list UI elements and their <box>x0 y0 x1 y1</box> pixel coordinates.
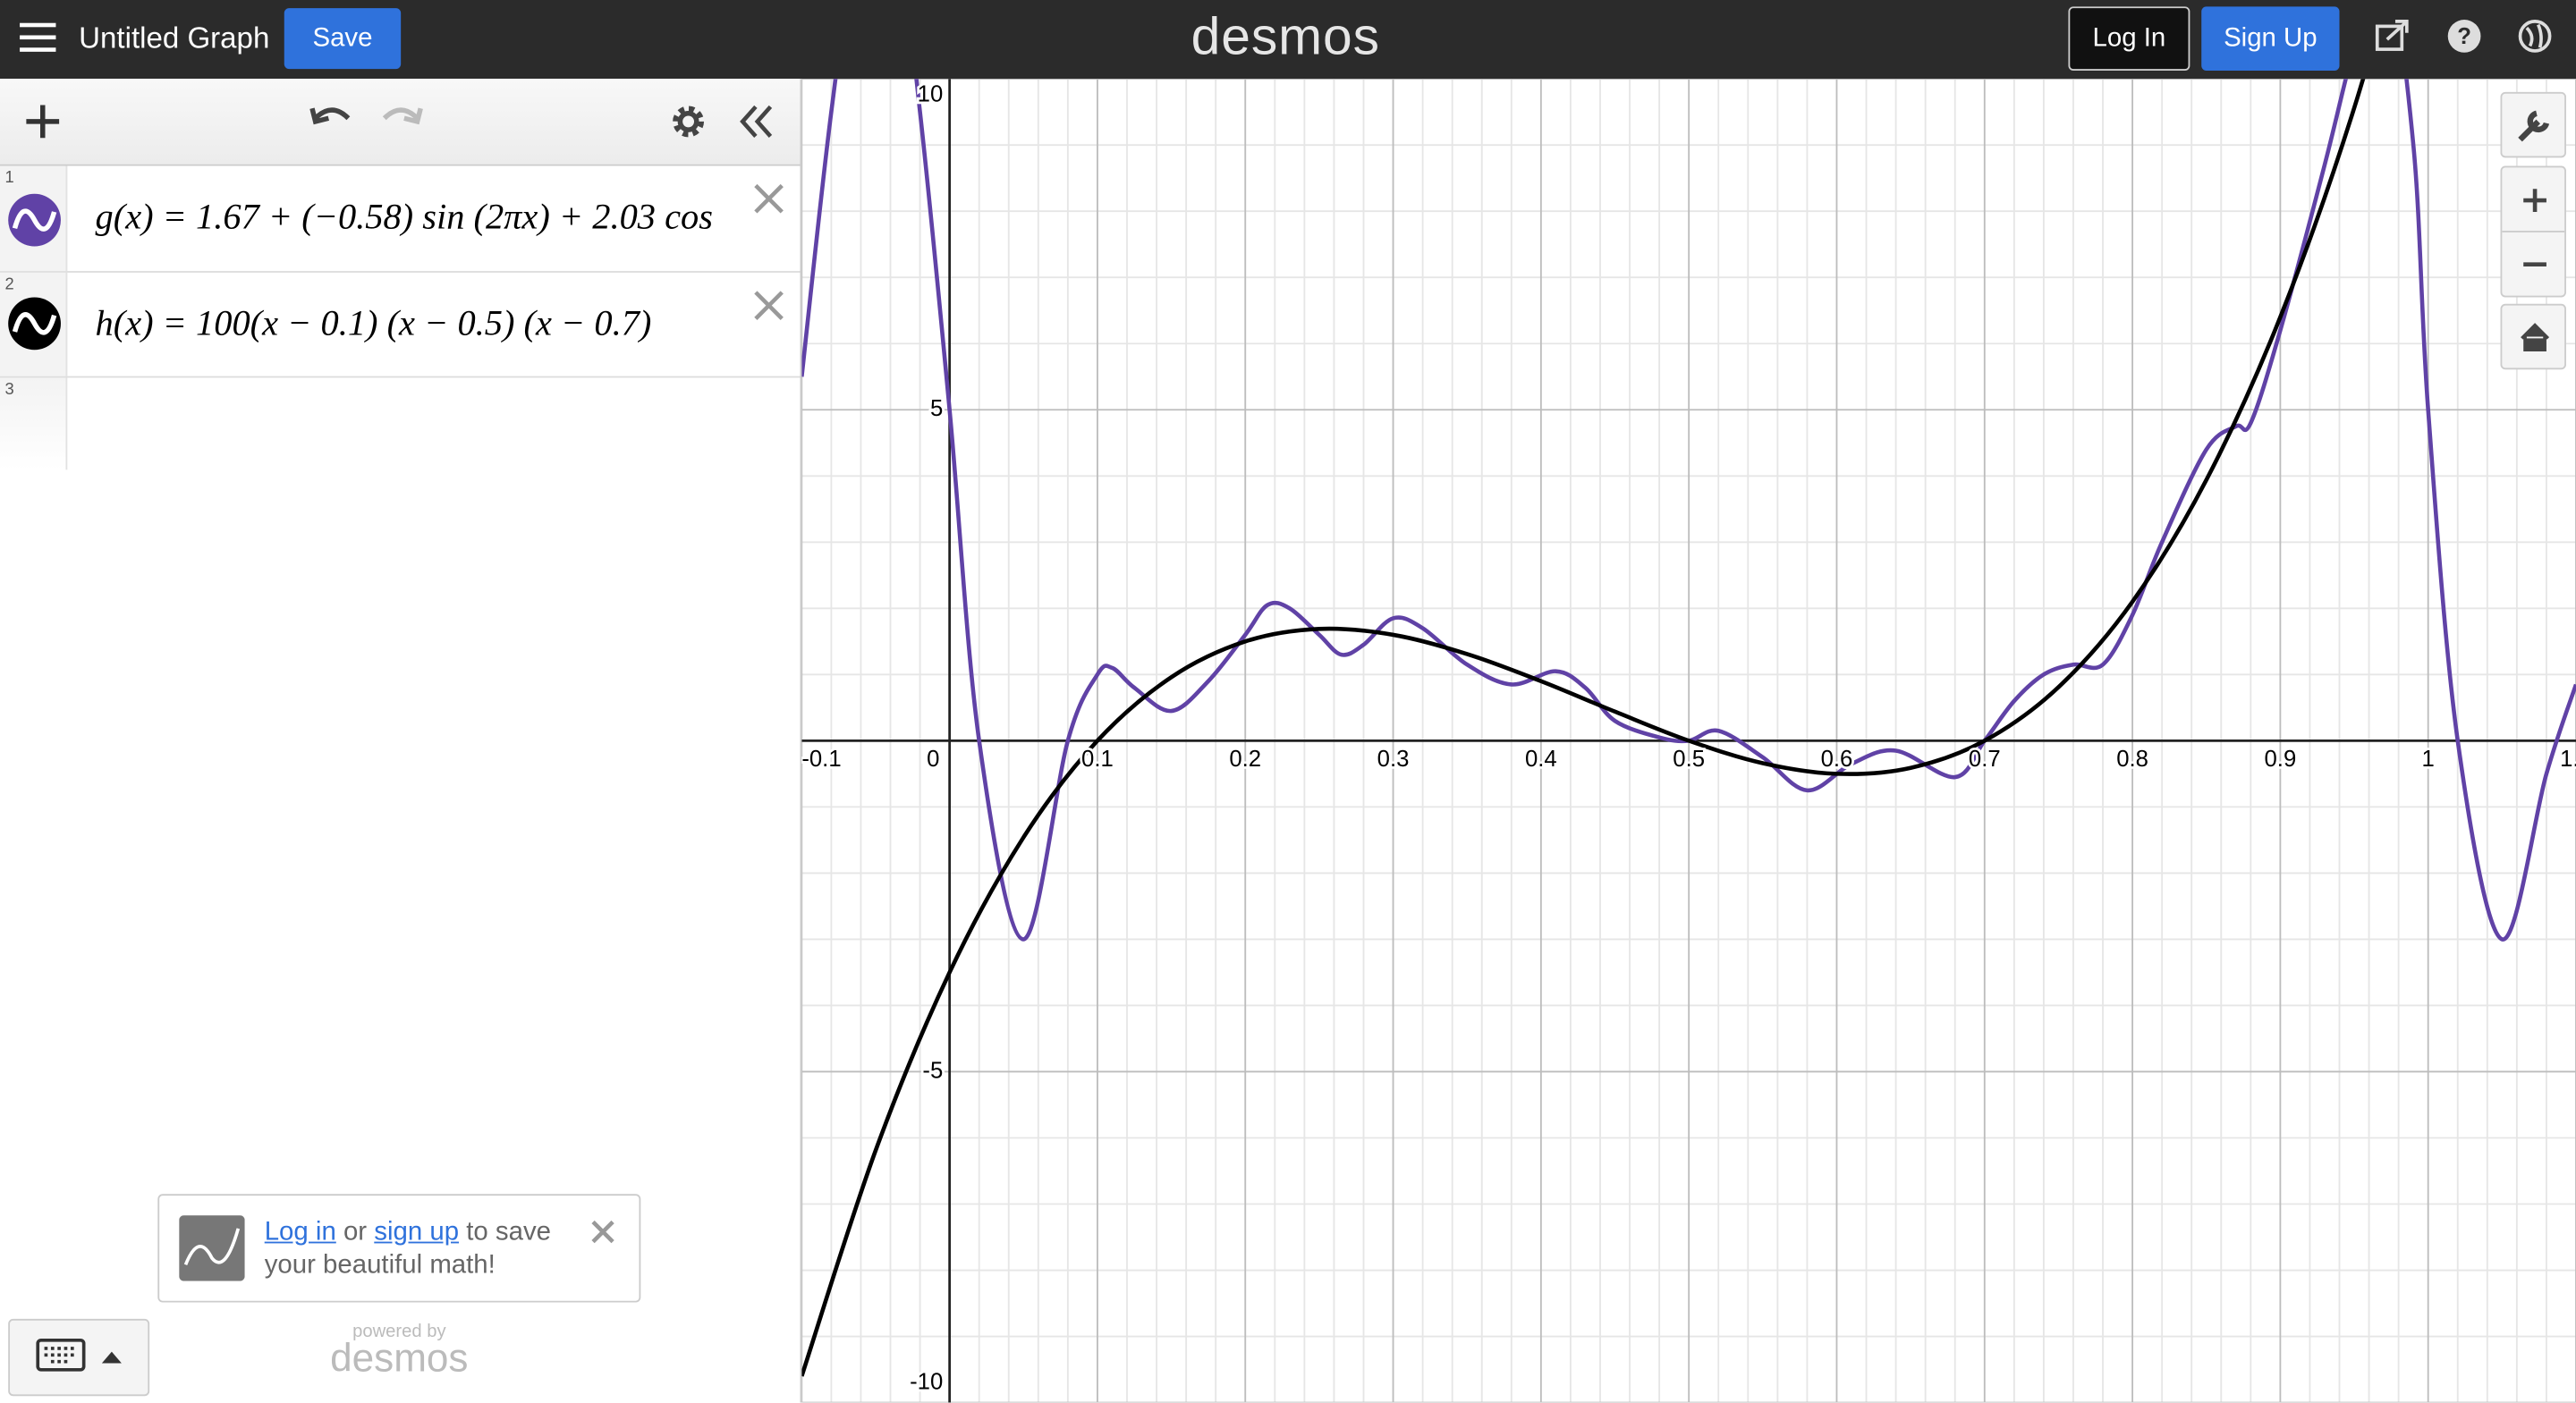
x-tick-label: 0.6 <box>1821 747 1853 772</box>
graph-settings-button[interactable] <box>2500 91 2566 158</box>
x-tick-label: 1 <box>2422 747 2435 772</box>
signup-button[interactable]: Sign Up <box>2201 6 2340 71</box>
index-number: 3 <box>4 381 14 400</box>
delete-button[interactable] <box>752 289 785 322</box>
header-icons: ? <box>2375 20 2552 53</box>
share-icon[interactable] <box>2375 20 2409 51</box>
keyboard-button[interactable] <box>8 1318 150 1397</box>
expression-row[interactable]: 1 g(x) = 1.67 + (−0.58) sin (2πx) + 2.03… <box>0 165 801 273</box>
expression-icon[interactable] <box>6 296 62 351</box>
x-tick-label: 0.2 <box>1229 747 1261 772</box>
expression-row[interactable]: 2 h(x) = 100(x − 0.1) (x − 0.5) (x − 0.7… <box>0 272 801 378</box>
settings-button[interactable] <box>673 106 705 138</box>
wrench-icon <box>2518 110 2550 142</box>
expression-panel: 1 g(x) = 1.67 + (−0.58) sin (2πx) + 2.03… <box>0 79 802 1403</box>
help-icon[interactable]: ? <box>2447 20 2481 53</box>
curve-h <box>801 79 2366 1377</box>
toolbar <box>0 79 801 166</box>
x-tick-label: 0.4 <box>1525 747 1557 772</box>
graph-paper: -0.1 0 0.1 0.2 0.3 0.4 0.5 0.6 0.7 0.8 0.9 1 1.1 -10 -… <box>801 79 2576 1403</box>
curves <box>801 79 2576 1377</box>
x-tick-label: 1.1 <box>2560 747 2576 772</box>
x-tick-label: -0.1 <box>801 747 841 772</box>
banner-close[interactable] <box>589 1219 615 1245</box>
powered-by: powered by desmos <box>328 1322 470 1382</box>
banner-text: Log in or sign up to save your beautiful… <box>265 1217 551 1282</box>
tick-labels: -0.1 0 0.1 0.2 0.3 0.4 0.5 0.6 0.7 0.8 0.9 1 1.1 -10 -… <box>801 80 2576 1398</box>
y-tick-label: 10 <box>918 81 944 106</box>
save-banner: Log in or sign up to save your beautiful… <box>157 1194 641 1303</box>
curve-g <box>801 79 2576 942</box>
y-tick-label: -10 <box>910 1369 943 1394</box>
menu-icon[interactable] <box>20 20 59 55</box>
top-bar: Untitled Graph Save desmos Log In Sign U… <box>0 0 2576 80</box>
expression-text[interactable]: g(x) = 1.67 + (−0.58) sin (2πx) + 2.03 c… <box>95 195 713 237</box>
svg-text:?: ? <box>2457 24 2471 49</box>
graph-title[interactable]: Untitled Graph <box>79 21 270 55</box>
x-tick-label: 0 <box>927 747 939 772</box>
zoom-icons <box>2502 189 2565 267</box>
language-icon[interactable] <box>2518 20 2552 53</box>
expression-text[interactable]: h(x) = 100(x − 0.1) (x − 0.5) (x − 0.7) <box>95 301 652 343</box>
add-button[interactable] <box>26 105 60 139</box>
powered-text: powered by <box>352 1322 446 1342</box>
y-tick-label: 5 <box>930 396 943 421</box>
y-tick-label: -5 <box>922 1058 943 1083</box>
signup-link[interactable]: sign up <box>374 1218 460 1247</box>
toolbar-icons <box>26 105 773 139</box>
zoom-controls <box>2500 165 2566 298</box>
x-tick-label: 0.9 <box>2265 747 2297 772</box>
banner-or: or <box>343 1218 368 1247</box>
home-button[interactable] <box>2500 303 2566 370</box>
banner-rest: to save <box>466 1218 551 1247</box>
home-icon <box>2521 323 2550 352</box>
login-button[interactable]: Log In <box>2068 6 2190 71</box>
x-tick-label: 0.1 <box>1081 747 1114 772</box>
x-tick-label: 0.3 <box>1377 747 1410 772</box>
expression-index: 3 <box>0 377 68 470</box>
banner-icon <box>179 1215 245 1281</box>
delete-button[interactable] <box>752 182 785 216</box>
index-number: 1 <box>4 169 14 188</box>
redo-button[interactable] <box>382 107 423 125</box>
banner-line2: your beautiful math! <box>264 1251 496 1280</box>
x-tick-label: 0.7 <box>1969 747 2001 772</box>
x-tick-label: 0.8 <box>2116 747 2148 772</box>
save-button[interactable]: Save <box>284 8 402 70</box>
login-link[interactable]: Log in <box>264 1218 336 1247</box>
keyboard-icon <box>36 1338 122 1372</box>
index-number: 2 <box>4 275 14 294</box>
undo-button[interactable] <box>309 107 351 125</box>
x-tick-label: 0.5 <box>1673 747 1705 772</box>
powered-logo: desmos <box>330 1337 469 1382</box>
expression-row[interactable]: 3 <box>0 377 800 470</box>
collapse-button[interactable] <box>740 105 773 138</box>
zoom-in[interactable] <box>2523 189 2546 212</box>
expression-icon[interactable] <box>6 192 62 248</box>
logo: desmos <box>1191 6 1380 66</box>
